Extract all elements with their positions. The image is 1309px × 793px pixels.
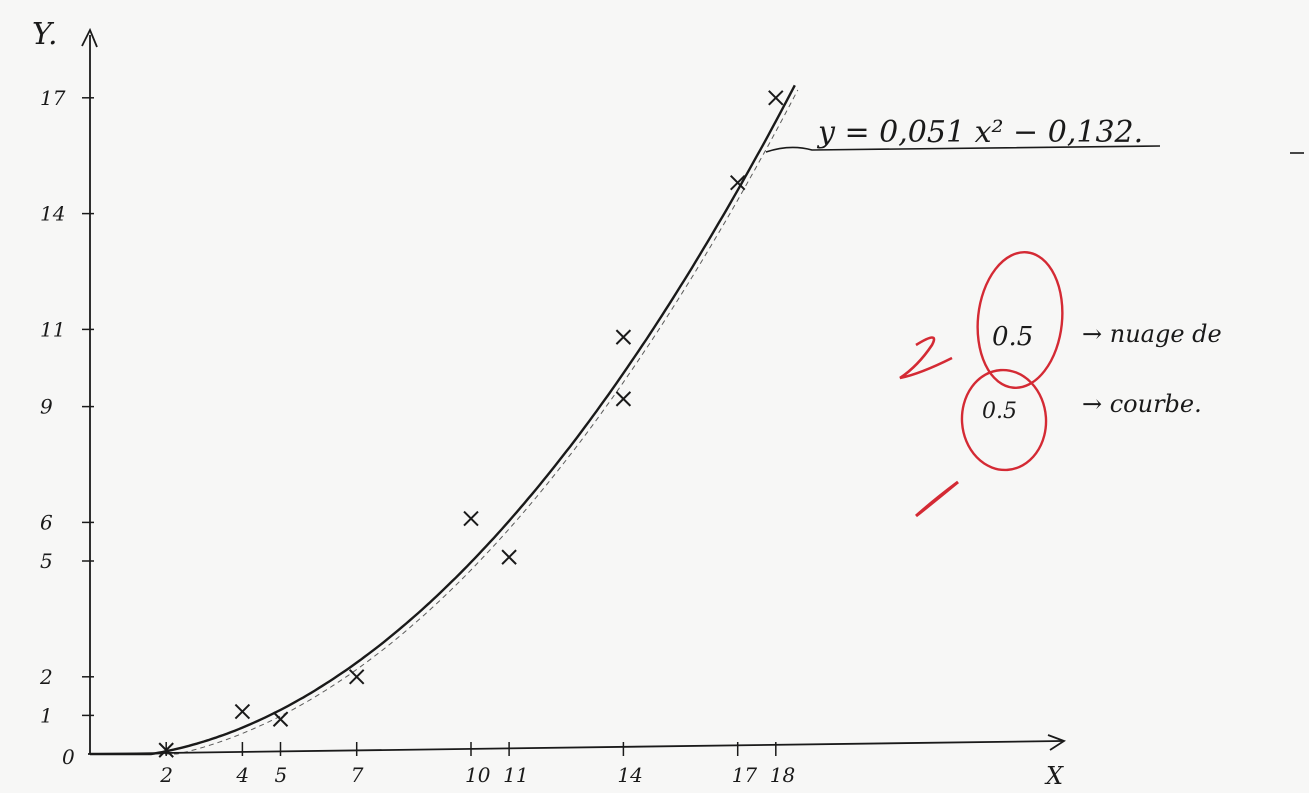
x-axis-arrow <box>1047 734 1066 751</box>
data-point <box>463 510 479 527</box>
data-point <box>234 703 251 720</box>
x-ticks: 2 4 5 7 10 11 14 17 18 <box>159 742 795 787</box>
data-points <box>158 90 784 758</box>
data-point <box>272 711 289 727</box>
y-ticks: 1 2 5 6 9 11 14 17 <box>39 86 94 727</box>
score-nuage: 0.5 <box>992 322 1033 352</box>
data-point <box>729 175 746 191</box>
axes <box>81 27 1066 755</box>
y-tick-label-2: 2 <box>39 665 53 689</box>
red-circle-1 <box>976 251 1064 389</box>
x-tick-label-7: 7 <box>351 763 364 787</box>
note-courbe: → courbe. <box>1082 390 1202 418</box>
red-circle-2 <box>960 368 1048 472</box>
y-tick-label-9: 9 <box>40 395 53 419</box>
y-tick-label-1: 1 <box>40 703 53 727</box>
fit-curve-dashed-line <box>93 89 799 755</box>
equation-leader-line <box>765 145 1161 153</box>
red-checkmark <box>915 480 959 518</box>
teacher-corrections: 0.5 0.5 → nuage de → courbe. <box>899 251 1222 518</box>
fit-equation: y = 0,051 x² − 0,132. <box>816 115 1143 150</box>
x-tick-label-18: 18 <box>770 763 795 787</box>
x-tick-label-10: 10 <box>465 763 491 787</box>
y-tick-label-14: 14 <box>40 202 65 226</box>
x-tick-label-2: 2 <box>159 763 173 787</box>
data-point <box>501 549 517 565</box>
x-tick-label-11: 11 <box>503 763 528 787</box>
data-point <box>615 391 632 407</box>
data-point <box>768 90 784 106</box>
y-tick-label-6: 6 <box>40 510 53 534</box>
note-nuage-de: → nuage de <box>1082 320 1222 348</box>
y-axis-label: Y. <box>32 17 57 52</box>
x-tick-label-17: 17 <box>732 763 758 787</box>
y-tick-label-11: 11 <box>40 317 65 341</box>
origin-label: 0 <box>62 745 75 769</box>
y-tick-label-5: 5 <box>40 549 53 573</box>
y-axis-arrow <box>81 27 98 48</box>
x-axis-label: X <box>1044 762 1064 789</box>
x-tick-label-14: 14 <box>617 763 642 787</box>
x-tick-label-4: 4 <box>235 763 249 787</box>
fit-curve-line <box>90 84 796 756</box>
red-mark-2 <box>899 336 953 380</box>
data-point <box>615 329 632 345</box>
x-axis-line <box>87 740 1063 755</box>
data-point <box>348 669 365 685</box>
data-point <box>158 742 174 758</box>
x-tick-label-5: 5 <box>275 763 288 787</box>
y-tick-label-17: 17 <box>40 86 66 110</box>
score-courbe: 0.5 <box>982 399 1017 424</box>
